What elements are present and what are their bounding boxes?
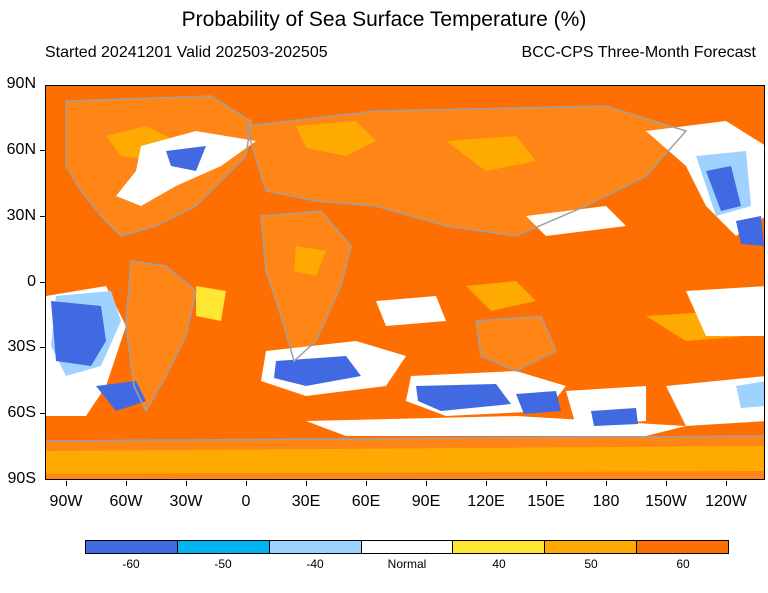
- lat-label-0: 0: [27, 273, 36, 290]
- lon-tick: [246, 481, 247, 486]
- lon-label-0: 0: [241, 493, 251, 510]
- forecast-map: [45, 85, 765, 480]
- lon-label-30e: 30E: [291, 493, 321, 510]
- lon-tick: [66, 481, 67, 486]
- lat-label-60s: 60S: [7, 404, 36, 421]
- cold-south-indian-central: [416, 384, 511, 411]
- cold-south-atlantic: [51, 301, 106, 366]
- lon-label-60w: 60W: [109, 493, 143, 510]
- cold-patagonia: [96, 381, 146, 411]
- lat-tick: [40, 347, 45, 348]
- lon-label-60e: 60E: [351, 493, 381, 510]
- map-title: Probability of Sea Surface Temperature (…: [181, 8, 587, 31]
- legend-label-40: 40: [492, 557, 506, 571]
- legend-swatch-neg50: [177, 541, 270, 553]
- lat-label-30s: 30S: [7, 338, 36, 355]
- cold-north-pacific: [706, 166, 741, 211]
- lat-tick: [40, 216, 45, 217]
- lon-tick: [186, 481, 187, 486]
- lon-label-90e: 90E: [411, 493, 441, 510]
- cold-east-pacific: [736, 216, 764, 246]
- lon-tick: [726, 481, 727, 486]
- lon-tick: [486, 481, 487, 486]
- lon-tick: [606, 481, 607, 486]
- model-subtitle: BCC-CPS Three-Month Forecast: [521, 44, 756, 61]
- legend-swatch-normal: [361, 541, 454, 553]
- legend-swatch-60: [637, 541, 729, 553]
- lon-label-120e: 120E: [467, 493, 505, 510]
- lat-label-90n: 90N: [6, 75, 36, 92]
- lon-tick: [426, 481, 427, 486]
- lat-label-60n: 60N: [6, 141, 36, 158]
- lat-tick: [40, 413, 45, 414]
- run-info-subtitle: Started 20241201 Valid 202503-202505: [45, 44, 328, 61]
- lon-label-90w: 90W: [49, 493, 83, 510]
- legend-label-neg60: -60: [122, 557, 140, 571]
- lon-label-150w: 150W: [645, 493, 687, 510]
- legend-swatch-50: [545, 541, 638, 553]
- cold-north-atlantic: [166, 146, 206, 171]
- lat-tick: [40, 150, 45, 151]
- cold-south-pacific: [591, 408, 638, 426]
- lat-label-90s: 90S: [7, 470, 36, 487]
- lon-tick: [666, 481, 667, 486]
- lon-tick: [366, 481, 367, 486]
- normal-tropical-indian: [376, 296, 446, 326]
- color-legend-bar: [85, 540, 729, 554]
- land-south-america: [126, 261, 196, 411]
- coastlines: [46, 95, 764, 442]
- legend-swatch-neg40: [269, 541, 362, 553]
- lon-label-150e: 150E: [527, 493, 565, 510]
- land-australia: [476, 316, 556, 371]
- lon-tick: [306, 481, 307, 486]
- cool-60-patches: [51, 146, 764, 426]
- legend-label-neg40: -40: [306, 557, 324, 571]
- lon-label-30w: 30W: [169, 493, 203, 510]
- lat-tick: [40, 282, 45, 283]
- cold-south-australia: [516, 391, 561, 414]
- normal-west-pacific: [526, 206, 626, 236]
- legend-label-50: 50: [584, 557, 598, 571]
- cold-indian-south: [274, 356, 361, 386]
- normal-east-pacific: [686, 286, 764, 336]
- legend-label-normal: Normal: [387, 557, 427, 571]
- lon-tick: [546, 481, 547, 486]
- lat-label-30n: 30N: [6, 207, 36, 224]
- legend-label-60: 60: [676, 557, 690, 571]
- lon-tick: [126, 481, 127, 486]
- legend-swatch-neg60: [86, 541, 178, 553]
- legend-label-neg50: -50: [214, 557, 232, 571]
- forecast-map-canvas: [46, 86, 764, 479]
- lon-label-120w: 120W: [705, 493, 747, 510]
- legend-swatch-40: [453, 541, 546, 553]
- lon-label-180: 180: [592, 493, 620, 510]
- normal-southern-belt: [306, 416, 686, 436]
